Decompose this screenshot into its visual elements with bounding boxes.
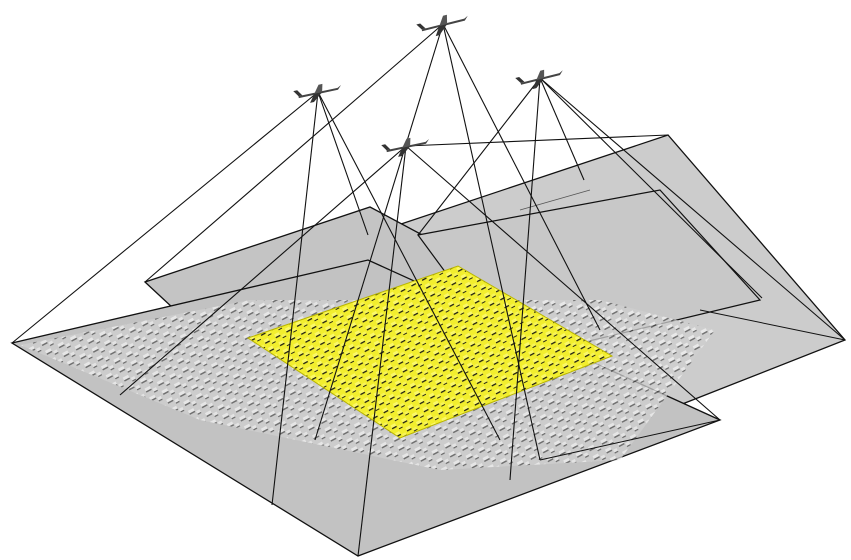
ray [144,23,444,283]
ray [357,145,407,557]
ray [271,91,319,506]
ray [317,91,501,441]
ray [539,77,846,341]
airplane-icon [293,83,342,103]
airplane-icon [515,69,563,90]
overlap-area [246,265,614,439]
airplane-icon [381,137,430,157]
projection-rays [11,23,846,557]
ray [405,145,721,421]
ray [539,77,763,299]
ray [417,77,541,236]
ray [11,91,319,344]
aircraft-group [293,14,563,157]
ray [442,23,601,331]
ray [442,23,541,461]
ray [119,145,407,396]
overlap-region [246,265,614,439]
ray [405,134,669,147]
ray [509,77,541,481]
ray [539,77,585,181]
airplane-icon [416,14,468,37]
ray [314,23,444,441]
ray [317,91,369,236]
